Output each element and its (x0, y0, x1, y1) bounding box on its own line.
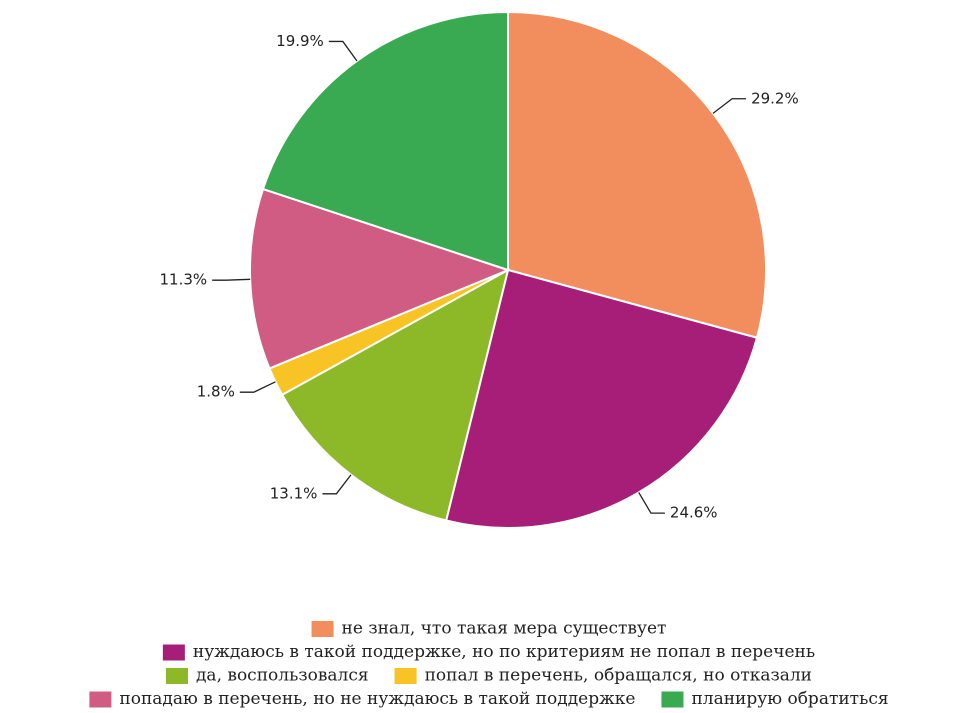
data-label: 19.9% (276, 32, 324, 50)
legend-row: нуждаюсь в такой поддержке, но по критер… (162, 642, 815, 662)
leader-line (712, 98, 747, 114)
legend-swatch (394, 668, 417, 684)
legend-label: попал в перечень, обращался, но отказали (425, 666, 812, 686)
leader-line (239, 381, 276, 393)
legend-label: планирую обратиться (691, 689, 888, 709)
pie-slice (261, 10, 509, 272)
legend-swatch (162, 644, 185, 661)
legend-row: не знал, что такая мера существует (311, 619, 667, 639)
pie-slice (249, 187, 511, 370)
legend-row: да, воспользовался попал в перечень, обра… (165, 666, 812, 686)
leader-line (212, 278, 251, 281)
data-label: 24.6% (670, 504, 718, 522)
legend-label: попадаю в перечень, но не нуждаюсь в так… (119, 689, 635, 709)
legend-swatch (89, 691, 112, 708)
legend-swatch (311, 621, 334, 637)
data-label: 1.8% (197, 383, 235, 401)
legend-label: да, воспользовался (196, 666, 369, 686)
legend-label: нуждаюсь в такой поддержке, но по критер… (193, 642, 815, 662)
leader-line (322, 474, 352, 495)
legend-row: попадаю в перечень, но не нуждаюсь в так… (89, 689, 889, 709)
data-label: 11.3% (160, 271, 208, 289)
legend-swatch (661, 691, 684, 708)
data-label: 13.1% (270, 484, 318, 502)
legend-swatch (165, 668, 188, 684)
pie-slice (507, 10, 767, 339)
legend-label: не знал, что такая мера существует (342, 619, 667, 639)
data-label: 29.2% (751, 89, 799, 107)
pie-slice (444, 268, 759, 529)
leader-line (328, 40, 358, 62)
leader-line (638, 492, 665, 514)
